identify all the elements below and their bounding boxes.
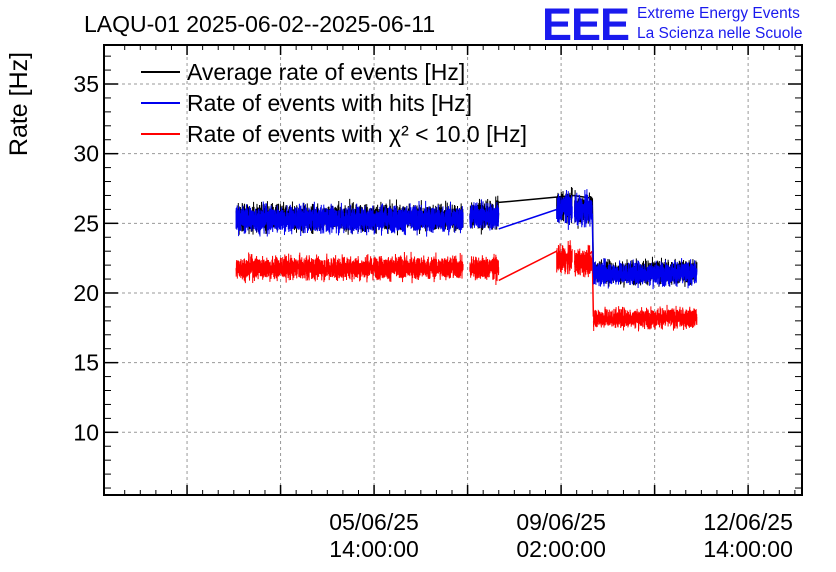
x-tick-label-date: 09/06/25 [516, 509, 606, 535]
series-1-segment-2 [556, 189, 573, 230]
series-1-segment-3 [573, 189, 593, 228]
x-tick-label-date: 12/06/25 [703, 509, 793, 535]
y-tick-label: 15 [73, 350, 99, 376]
series-1-segment-1 [469, 199, 500, 231]
series-1-segment-0 [235, 200, 464, 237]
legend: Average rate of events [Hz] Rate of even… [141, 59, 527, 147]
x-tick-label-time: 14:00:00 [329, 536, 419, 562]
series-2-connector-1 [573, 250, 593, 273]
series-2-segment-2 [556, 240, 573, 275]
eee-logo: EEE Extreme Energy Events La Scienza nel… [542, 0, 802, 50]
series-1-segment-4 [592, 258, 698, 290]
series-1-connector-0 [498, 207, 562, 230]
tick-labels: 10152025303505/06/2514:00:0009/06/2502:0… [73, 71, 792, 562]
series-2-segment-4 [592, 304, 698, 332]
y-tick-label: 20 [73, 280, 99, 306]
eee-logo-mark: EEE [542, 0, 629, 50]
axis-ticks [104, 45, 802, 495]
plot-frame [103, 44, 803, 496]
series-2-connector-0 [498, 250, 557, 282]
chart-title: LAQU-01 2025-06-02--2025-06-11 [84, 11, 435, 37]
legend-label-hits: Rate of events with hits [Hz] [187, 90, 472, 116]
legend-label-average: Average rate of events [Hz] [187, 59, 465, 85]
legend-label-chi2: Rate of events with χ² < 10.0 [Hz] [187, 121, 527, 147]
series-0-connector-0 [498, 194, 574, 204]
series-1-connector-1 [574, 204, 593, 215]
series-1 [235, 189, 698, 290]
x-tick-label-date: 05/06/25 [329, 509, 419, 535]
eee-logo-line2: La Scienza nelle Scuole [637, 25, 802, 42]
series-2-segment-0 [235, 251, 464, 284]
y-tick-label: 35 [73, 71, 99, 97]
y-axis-label: Rate [Hz] [5, 52, 33, 156]
series-2 [235, 240, 698, 332]
series-layer [235, 187, 698, 332]
y-tick-label: 25 [73, 210, 99, 236]
x-tick-label-time: 14:00:00 [703, 536, 793, 562]
x-tick-label-time: 02:00:00 [516, 536, 606, 562]
y-tick-label: 10 [73, 419, 99, 445]
series-1-connector-2 [591, 213, 595, 274]
y-tick-label: 30 [73, 141, 99, 167]
series-2-segment-1 [469, 253, 500, 285]
eee-logo-line1: Extreme Energy Events [637, 5, 800, 22]
